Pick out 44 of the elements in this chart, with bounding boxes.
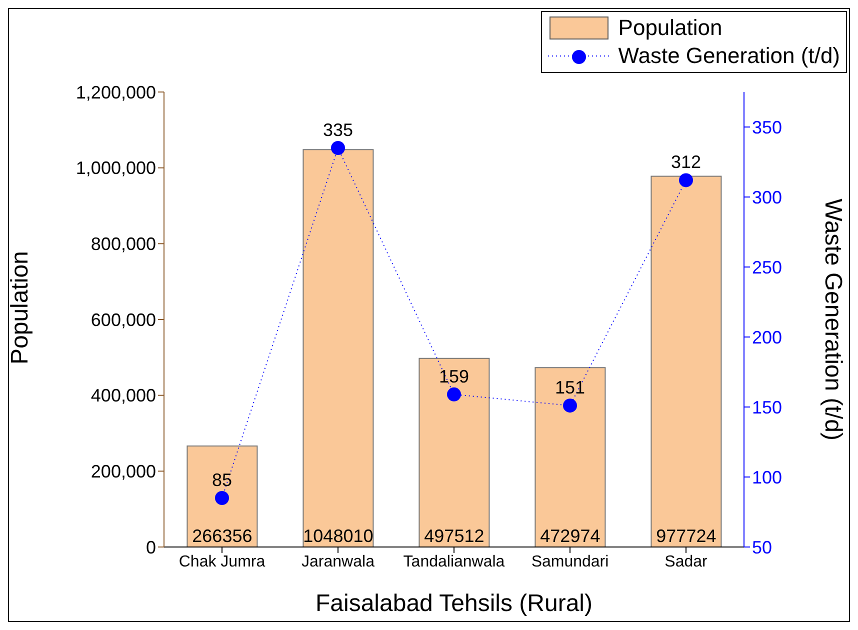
data-label: 85 [212, 470, 232, 490]
data-label: 472974 [540, 526, 600, 546]
y-tick-label: 200,000 [90, 462, 156, 482]
legend-label: Waste Generation (t/d) [618, 43, 840, 69]
y-tick-label: 800,000 [90, 234, 156, 254]
y2-axis-title: Waste Generation (t/d) [819, 198, 846, 440]
data-label: 1048010 [303, 526, 374, 546]
y2-tick-label: 50 [752, 537, 772, 558]
y2-tick-label: 100 [752, 467, 782, 488]
y-tick-label: 1,000,000 [76, 158, 156, 178]
x-tick-label: Samundari [531, 553, 609, 570]
x-axis-title: Faisalabad Tehsils (Rural) [315, 590, 593, 617]
data-label: 266356 [192, 526, 252, 546]
bar [650, 176, 722, 547]
data-label: 497512 [424, 526, 484, 546]
y-tick-label: 600,000 [90, 310, 156, 330]
y-axis-title: Population [6, 251, 34, 364]
point [215, 491, 229, 505]
data-label: 977724 [656, 526, 716, 546]
y-tick-label: 0 [146, 537, 156, 558]
bar [418, 358, 490, 547]
x-tick-label: Jaranwala [302, 553, 375, 570]
y2-tick-label: 200 [752, 327, 782, 348]
data-label: 151 [554, 378, 586, 398]
point [563, 398, 577, 413]
x-tick-label: Tandalianwala [403, 553, 505, 570]
point [331, 141, 345, 155]
point [679, 173, 693, 188]
data-label: 159 [438, 366, 470, 386]
bar [534, 367, 606, 547]
y-tick-label: 1,200,000 [76, 82, 156, 102]
bar [302, 149, 374, 547]
y2-tick-label: 350 [752, 117, 782, 138]
bar [186, 446, 258, 547]
point [447, 387, 461, 402]
y2-tick-label: 300 [752, 187, 782, 208]
y2-tick-label: 250 [752, 257, 782, 278]
data-label: 335 [322, 120, 354, 140]
legend-label: Population [618, 15, 722, 41]
y2-tick-label: 150 [752, 397, 782, 418]
x-tick-label: Chak Jumra [178, 553, 266, 570]
data-label: 312 [670, 152, 702, 172]
x-tick-label: Sadar [664, 553, 708, 570]
y-tick-label: 400,000 [90, 386, 156, 406]
